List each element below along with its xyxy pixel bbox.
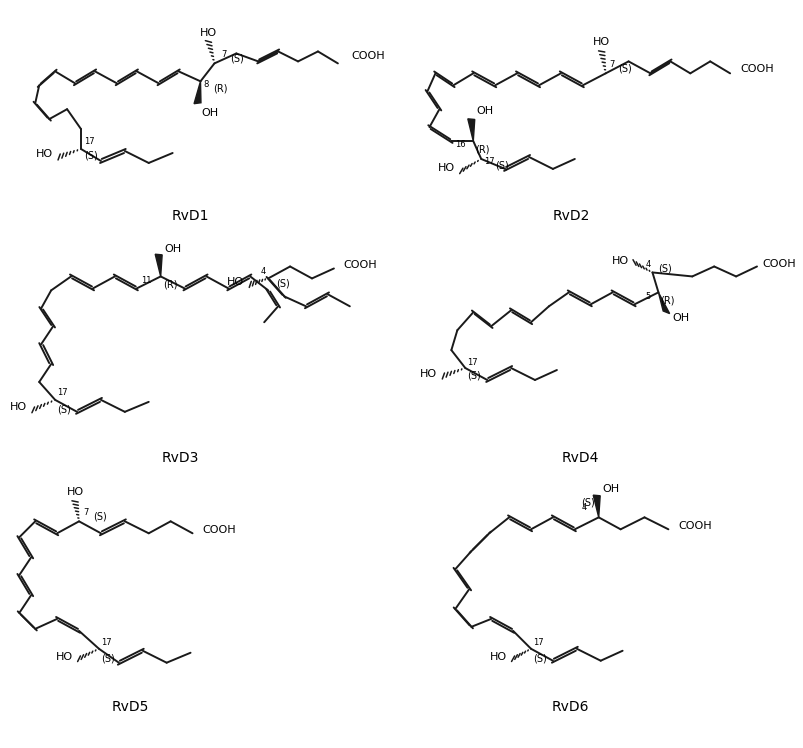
Text: RvD1: RvD1 [172, 209, 209, 223]
Text: 7: 7 [83, 508, 88, 517]
Text: OH: OH [165, 244, 181, 254]
Text: HO: HO [489, 652, 507, 662]
Text: OH: OH [602, 485, 619, 494]
Text: HO: HO [10, 402, 27, 412]
Text: 17: 17 [57, 388, 67, 397]
Text: 4: 4 [581, 503, 586, 512]
Text: 17: 17 [483, 157, 494, 167]
Text: COOH: COOH [678, 521, 711, 531]
Text: (S): (S) [93, 512, 107, 521]
Text: OH: OH [202, 108, 218, 118]
Polygon shape [467, 119, 474, 141]
Text: COOH: COOH [352, 52, 385, 61]
Text: HO: HO [200, 28, 217, 37]
Text: (S): (S) [658, 263, 671, 274]
Text: 8: 8 [203, 80, 209, 89]
Text: 16: 16 [454, 140, 465, 149]
Polygon shape [593, 495, 600, 518]
Text: RvD6: RvD6 [552, 699, 589, 714]
Text: (S): (S) [84, 151, 98, 161]
Text: COOH: COOH [344, 260, 377, 271]
Text: 17: 17 [101, 638, 112, 647]
Text: RvD4: RvD4 [561, 450, 599, 465]
Text: HO: HO [593, 37, 609, 47]
Polygon shape [194, 82, 201, 104]
Text: RvD3: RvD3 [161, 450, 199, 465]
Text: (R): (R) [659, 295, 674, 305]
Text: (R): (R) [162, 280, 177, 289]
Polygon shape [658, 292, 669, 313]
Text: 11: 11 [141, 276, 152, 285]
Text: (R): (R) [213, 83, 228, 94]
Text: (S): (S) [581, 497, 594, 507]
Text: (S): (S) [275, 278, 290, 289]
Text: 4: 4 [261, 267, 266, 276]
Text: (S): (S) [101, 654, 115, 663]
Text: HO: HO [438, 163, 454, 173]
Text: RvD2: RvD2 [552, 209, 589, 223]
Text: HO: HO [36, 149, 53, 159]
Text: (S): (S) [495, 161, 508, 171]
Text: 17: 17 [84, 137, 95, 146]
Text: (S): (S) [618, 64, 632, 73]
Text: HO: HO [56, 652, 73, 662]
Text: HO: HO [420, 369, 437, 379]
Text: HO: HO [611, 256, 628, 266]
Text: 17: 17 [532, 638, 543, 647]
Text: 7: 7 [221, 50, 226, 59]
Text: COOH: COOH [739, 64, 772, 74]
Text: (S): (S) [532, 654, 546, 663]
Text: (S): (S) [230, 53, 244, 64]
Text: HO: HO [227, 278, 244, 287]
Text: 17: 17 [467, 358, 477, 367]
Text: COOH: COOH [761, 260, 795, 269]
Text: RvD5: RvD5 [112, 699, 149, 714]
Text: 7: 7 [609, 60, 614, 69]
Text: OH: OH [671, 313, 689, 323]
Text: (R): (R) [475, 144, 489, 154]
Text: HO: HO [67, 488, 84, 497]
Text: 4: 4 [645, 260, 650, 269]
Text: OH: OH [475, 106, 493, 116]
Text: (S): (S) [57, 405, 71, 415]
Text: COOH: COOH [202, 525, 236, 536]
Text: (S): (S) [467, 371, 480, 381]
Text: 5: 5 [645, 292, 650, 301]
Polygon shape [155, 254, 162, 277]
